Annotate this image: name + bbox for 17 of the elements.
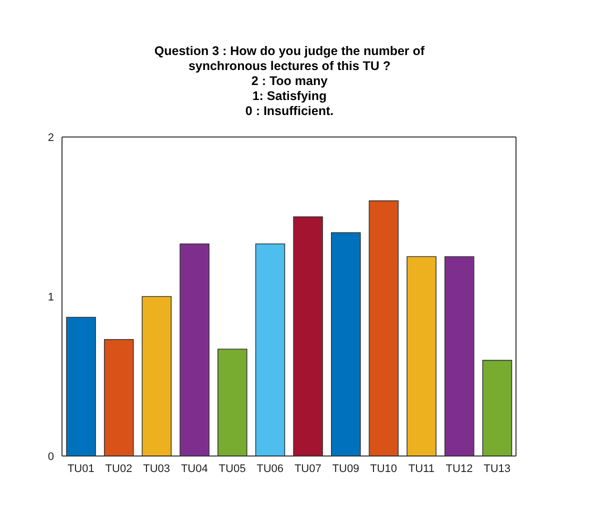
x-tick-label: TU13: [484, 462, 511, 475]
x-tick-label: TU03: [143, 462, 170, 475]
x-tick-label: TU07: [294, 462, 322, 475]
y-tick-label: 2: [48, 132, 54, 144]
x-tick-label: TU12: [446, 462, 473, 475]
x-tick-label: TU01: [67, 462, 94, 475]
x-tick-label: TU04: [180, 462, 208, 475]
x-tick-label: TU10: [370, 462, 398, 475]
x-tick-label: TU05: [218, 462, 246, 475]
chart-title: Question 3 : How do you judge the number of synchronous lectures of this TU ?: [153, 44, 426, 74]
y-tick-label: 0: [48, 450, 54, 463]
x-tick-label: TU06: [256, 462, 284, 475]
x-tick-label: TU09: [332, 462, 360, 475]
chart-subtitle: 2 : Too many 1: Satisfying 0 : Insufficient.: [244, 74, 335, 119]
y-tick-label: 1: [48, 291, 54, 304]
x-tick-label: TU11: [408, 462, 434, 475]
x-tick-label: TU02: [105, 462, 132, 475]
